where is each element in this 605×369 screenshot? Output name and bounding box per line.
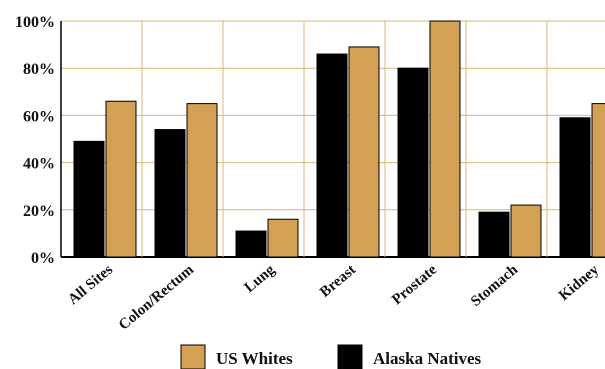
- y-tick-label: 0%: [31, 250, 55, 267]
- bar-us-whites-colon-rectum: [186, 103, 218, 258]
- x-tick-label: Colon/Rectum: [116, 261, 198, 333]
- x-tick-label: Lung: [242, 261, 279, 296]
- x-tick-label: All Sites: [65, 262, 116, 308]
- bar-us-whites-prostate: [429, 20, 461, 258]
- x-tick-label: Breast: [317, 262, 359, 301]
- y-tick-label: 60%: [23, 108, 55, 125]
- y-tick-label: 20%: [23, 203, 55, 220]
- legend: US Whites Alaska Natives: [180, 344, 482, 369]
- y-tick-label: 80%: [23, 61, 55, 78]
- x-tick-label: Kidney: [556, 261, 602, 304]
- legend-swatch-alaska-natives: [337, 344, 363, 369]
- legend-label-us-whites: US Whites: [216, 349, 293, 368]
- bar-alaska-natives-stomach: [478, 211, 510, 258]
- x-tick-label: Prostate: [389, 262, 440, 309]
- bar-us-whites-stomach: [510, 204, 542, 258]
- x-tick-label: Stomach: [468, 261, 522, 310]
- x-axis-category-labels: All Sites Colon/Rectum Lung Breast Prostate S…: [65, 261, 602, 333]
- bar-alaska-natives-prostate: [397, 67, 429, 258]
- legend-label-alaska-natives: Alaska Natives: [373, 349, 482, 368]
- legend-swatch-us-whites: [180, 344, 206, 369]
- bar-us-whites-all-sites: [105, 100, 137, 258]
- bars-layer: [73, 20, 605, 258]
- y-tick-label: 40%: [23, 156, 55, 173]
- bar-alaska-natives-kidney: [559, 117, 591, 258]
- bar-alaska-natives-breast: [316, 53, 348, 258]
- y-axis-tick-labels: 0% 20% 40% 60% 80% 100%: [15, 14, 55, 267]
- bar-us-whites-breast: [348, 46, 380, 258]
- bar-alaska-natives-lung: [235, 230, 267, 258]
- bar-us-whites-kidney: [591, 103, 605, 258]
- y-tick-label: 100%: [15, 14, 55, 31]
- bar-us-whites-lung: [267, 218, 299, 258]
- bar-alaska-natives-colon-rectum: [154, 129, 186, 258]
- bar-alaska-natives-all-sites: [73, 140, 105, 258]
